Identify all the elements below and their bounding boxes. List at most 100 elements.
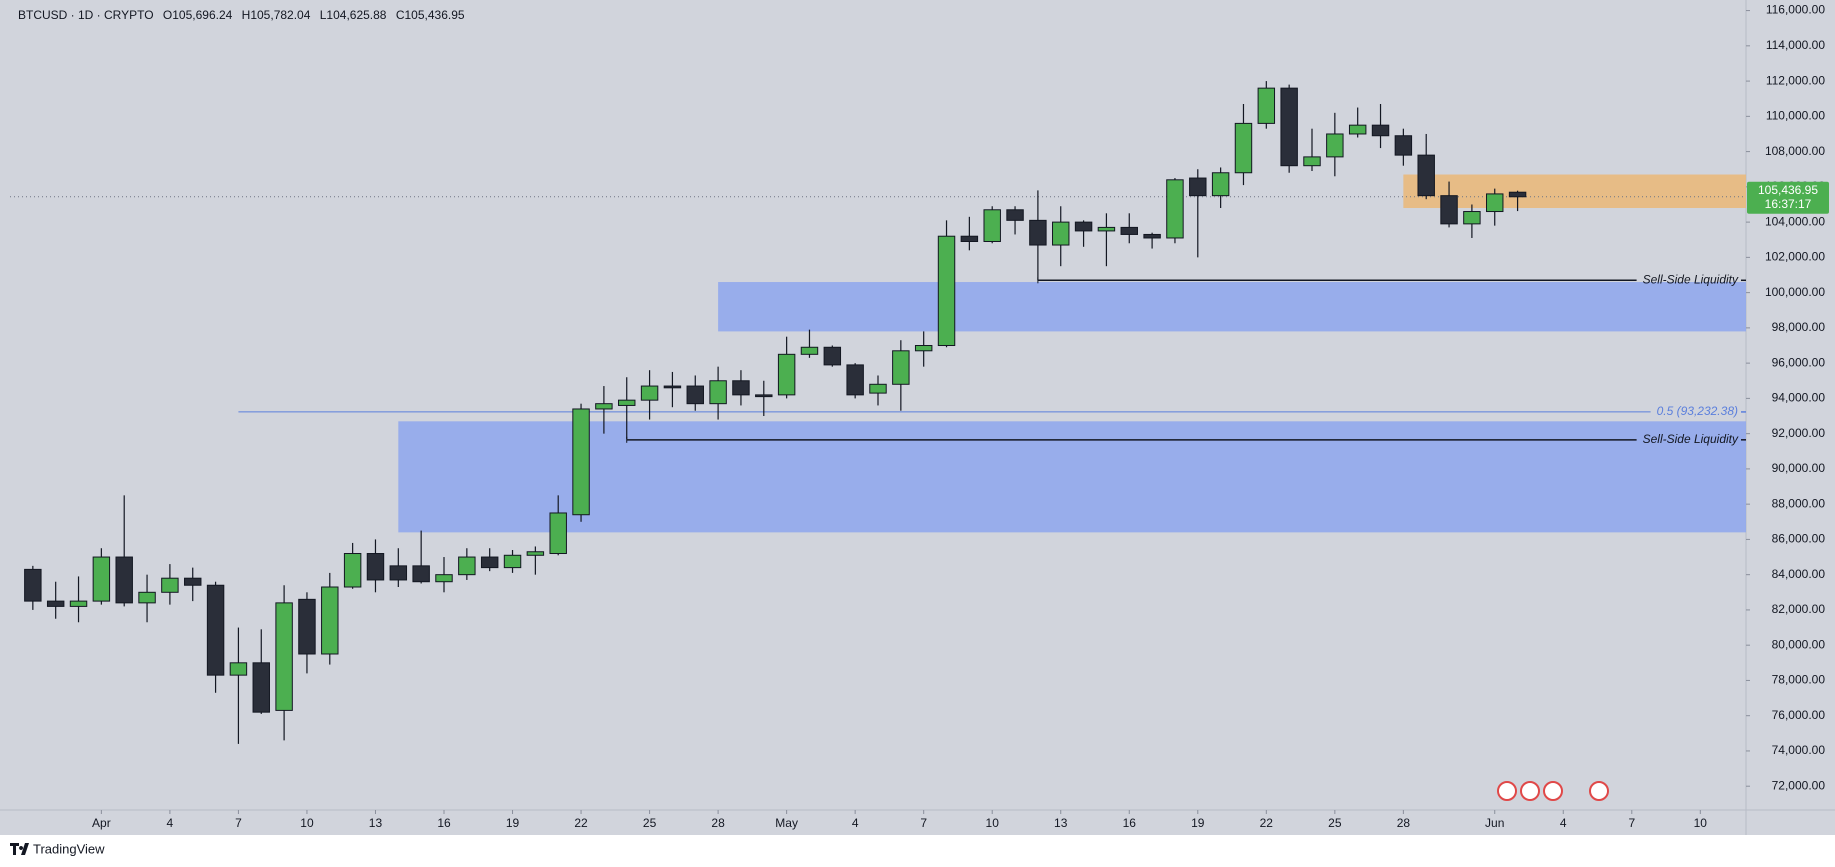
y-tick-label: 92,000.00 — [1772, 426, 1826, 440]
open-value: O105,696.24 — [163, 8, 233, 22]
candle — [732, 370, 750, 406]
candle-body — [732, 380, 750, 396]
low-value: L104,625.88 — [320, 8, 387, 22]
candle-body — [252, 662, 270, 713]
candle — [1029, 190, 1047, 281]
candle-body — [914, 345, 933, 352]
x-tick-label: 7 — [920, 816, 927, 830]
x-tick-label: 16 — [1123, 816, 1137, 830]
candle — [618, 377, 636, 439]
candle — [1326, 112, 1344, 177]
candle — [1052, 206, 1070, 267]
candle — [458, 548, 476, 580]
candle-body — [275, 602, 293, 711]
candle — [138, 574, 156, 623]
x-tick-label: Apr — [92, 816, 111, 830]
x-tick-label: 28 — [1397, 816, 1411, 830]
candle — [1348, 107, 1367, 138]
x-tick-label: 16 — [437, 816, 451, 830]
candle — [755, 380, 773, 417]
y-tick-label: 110,000.00 — [1766, 109, 1825, 123]
candle — [846, 363, 864, 399]
candle — [184, 567, 202, 602]
candle-body — [1371, 124, 1390, 137]
y-tick-label: 104,000.00 — [1765, 214, 1825, 228]
candle-body — [618, 399, 636, 406]
candle — [389, 548, 408, 588]
zone — [1403, 174, 1746, 209]
x-tick-label: 19 — [506, 816, 520, 830]
level-label: Sell-Side Liquidity — [1643, 272, 1739, 286]
x-tick-label: 4 — [167, 816, 174, 830]
candle — [1234, 104, 1253, 186]
candle-body — [869, 383, 887, 394]
candle-body — [1508, 191, 1527, 198]
candle-body — [526, 551, 545, 556]
y-tick-label: 108,000.00 — [1765, 144, 1825, 158]
brand-logo — [10, 843, 29, 855]
candle — [1120, 213, 1138, 244]
candle-body — [983, 209, 1001, 243]
candle — [24, 565, 42, 610]
candle-body — [1120, 226, 1138, 235]
event-icon[interactable] — [1589, 781, 1609, 801]
brand: TradingView — [10, 841, 105, 856]
candle-body — [937, 235, 956, 347]
candle-body — [846, 364, 864, 396]
candle — [1166, 178, 1184, 244]
candle-body — [755, 394, 773, 398]
candle-body — [321, 586, 339, 655]
y-tick-label: 88,000.00 — [1772, 496, 1826, 510]
candle — [892, 340, 910, 411]
candle — [572, 403, 590, 522]
candle — [1257, 81, 1276, 129]
y-tick-label: 74,000.00 — [1772, 743, 1826, 757]
event-icon[interactable] — [1543, 781, 1563, 801]
y-tick-label: 84,000.00 — [1772, 567, 1826, 581]
candle-body — [24, 568, 42, 602]
zone — [718, 282, 1747, 332]
candle-body — [1143, 233, 1161, 239]
candle-body — [709, 380, 727, 405]
x-tick-label: 4 — [1560, 816, 1567, 830]
level-label: 0.5 (93,232.38) — [1657, 404, 1738, 418]
header: BTCUSD · 1D · CRYPTO O105,696.24 H105,78… — [18, 8, 465, 22]
candle — [914, 331, 933, 367]
y-tick-label: 100,000.00 — [1765, 285, 1825, 299]
y-tick-label: 78,000.00 — [1772, 673, 1826, 687]
candle-body — [572, 408, 590, 516]
level-label: Sell-Side Liquidity — [1643, 432, 1739, 446]
symbol: BTCUSD · 1D · CRYPTO — [18, 8, 154, 22]
candle — [503, 549, 522, 573]
x-tick-label: 22 — [574, 816, 588, 830]
candle-body — [184, 577, 202, 586]
close-value: C105,436.95 — [396, 8, 465, 22]
candle-body — [663, 385, 682, 389]
candle — [321, 572, 339, 665]
candle-body — [686, 385, 704, 405]
candle — [595, 386, 613, 434]
candle-body — [115, 556, 133, 604]
price-tag — [1747, 181, 1829, 214]
candle — [869, 375, 887, 406]
event-icon[interactable] — [1520, 781, 1540, 801]
y-tick-label: 94,000.00 — [1772, 391, 1826, 405]
candle — [1006, 206, 1024, 235]
y-tick-label: 72,000.00 — [1772, 778, 1826, 792]
candle-body — [458, 556, 476, 576]
candle-body — [69, 600, 88, 607]
event-icon[interactable] — [1497, 781, 1517, 801]
candle-body — [366, 553, 385, 581]
candle — [435, 557, 453, 593]
price-tag-countdown: 16:37:17 — [1765, 197, 1812, 211]
candle-body — [1326, 133, 1344, 158]
candle-body — [1029, 219, 1047, 246]
candle — [366, 539, 385, 593]
candle — [92, 548, 111, 605]
candle — [1508, 190, 1527, 212]
y-tick-label: 102,000.00 — [1765, 250, 1825, 264]
candle-body — [823, 346, 842, 366]
candle — [640, 370, 659, 420]
